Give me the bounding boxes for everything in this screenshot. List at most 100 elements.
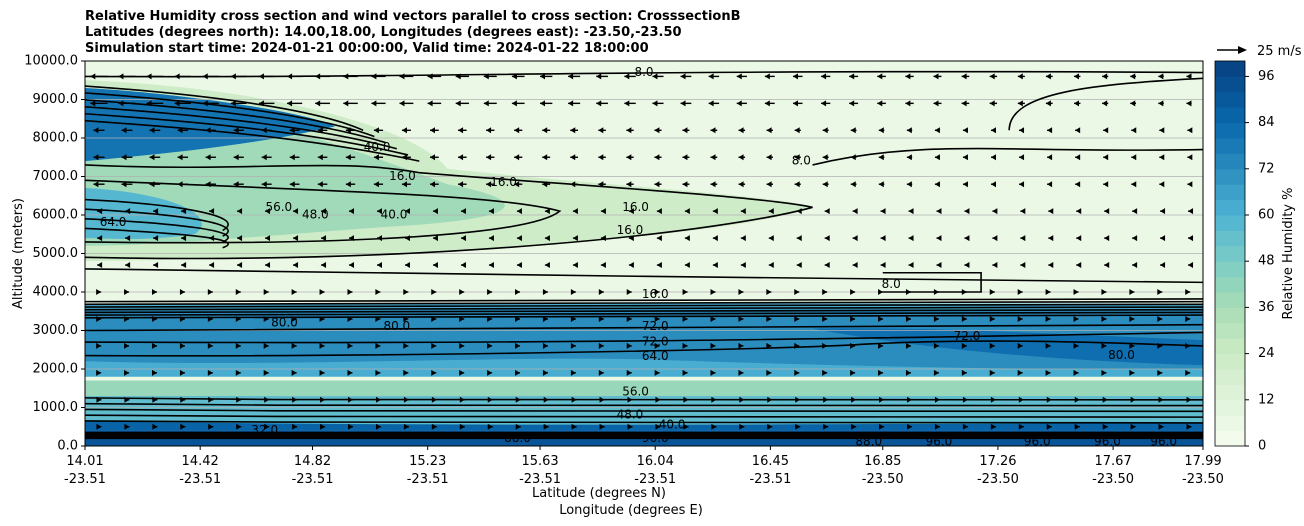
wind-vector [375,369,381,376]
wind-vector [571,423,577,430]
wind-vector-head [627,396,633,403]
wind-vector-head [315,73,321,80]
wind-vector-head [961,100,967,107]
wind-vector [570,154,578,161]
wind-vector [515,315,521,322]
wind-vector-head [962,154,968,161]
wind-vector-head [596,100,602,107]
wind-vector-head [258,100,264,107]
wind-vector-head [654,342,660,349]
wind-vector [1017,342,1023,349]
wind-vector [403,423,409,430]
wind-vector [710,289,716,295]
wind-vector [1018,396,1024,403]
wind-vector-head [97,208,103,215]
wind-vector [1020,235,1026,242]
wind-vector [96,315,102,322]
wind-vector-head [1157,289,1163,295]
wind-vector-head [345,181,351,188]
wind-vector [990,396,996,403]
wind-vector [1185,315,1191,322]
wind-vector [153,262,159,269]
wind-vector [345,127,356,134]
wind-vector-head [849,73,855,80]
wind-vector-head [600,208,606,215]
wind-vector-head [1188,235,1194,242]
wind-vector [598,342,604,349]
wind-vector [177,181,189,188]
wind-vector-head [682,342,688,349]
wind-vector [401,181,411,188]
wind-vector-head [289,181,295,188]
contour-label-5: 16.0 [617,223,644,237]
wind-vector [1073,342,1079,349]
wind-vector [990,154,996,161]
wind-vector-head [656,262,662,269]
wind-vector [796,235,802,242]
wind-vector-head [878,127,884,134]
wind-vector [542,289,548,295]
wind-vector-head [684,208,690,215]
wind-vector [1019,181,1025,188]
contour-line-26 [85,119,420,162]
wind-vector-head [319,315,325,322]
wind-vector-head [427,73,433,80]
wind-vector-head [656,208,662,215]
wind-vector [516,208,522,215]
wind-vector-head [455,100,461,107]
wind-vector-head [710,154,716,161]
colorbar-band [1215,430,1245,447]
wind-vector-head [488,235,494,242]
wind-vector [1104,235,1110,242]
contour-lines [85,70,1203,440]
wind-vector-head [1017,73,1023,80]
wind-vector [1129,342,1135,349]
wind-vector-head [1102,396,1108,403]
wind-vector [543,423,549,430]
wind-vector-head [373,181,379,188]
wind-vector-head [879,396,885,403]
wind-vector-head [321,208,327,215]
wind-vector-head [90,100,96,107]
wind-vector-head [151,342,157,349]
contour-label-21: 80.0 [383,319,410,333]
wind-vector-head [936,262,942,269]
wind-vector [1132,262,1138,269]
wind-vector-head [403,369,409,376]
wind-vector [626,289,632,295]
wind-vector-head [93,181,99,188]
wind-vector-head [459,315,465,322]
wind-vector-head [850,369,856,376]
wind-vector [850,127,857,134]
wind-vector [293,208,299,215]
wind-vector-head [291,289,297,295]
wind-vector-head [515,396,521,403]
wind-vector [682,369,688,376]
wind-vector-head [317,154,323,161]
wind-vector-head [207,289,213,295]
wind-vector [179,289,185,295]
wind-vector [822,154,829,161]
wind-vector [850,315,856,322]
wind-vector [90,73,108,80]
contour-label-4: 16.0 [622,200,649,214]
wind-vector-head [431,342,437,349]
wind-vector [181,262,187,269]
wind-vector [263,315,269,322]
wind-vector [459,396,465,403]
wind-vector [598,181,606,188]
wind-vector-head [1188,262,1194,269]
wind-vector [264,423,270,430]
wind-vector [821,100,831,107]
wind-vector-head [291,315,297,322]
wind-vector [596,100,608,107]
wind-vector-head [570,127,576,134]
wind-vector [654,342,660,349]
wind-vector-head [124,289,130,295]
wind-vector-head [1132,262,1138,269]
contour-line-17 [85,179,562,244]
wind-vector-head [710,369,716,376]
wind-vector-head [877,73,883,80]
wind-vector-head [1132,235,1138,242]
